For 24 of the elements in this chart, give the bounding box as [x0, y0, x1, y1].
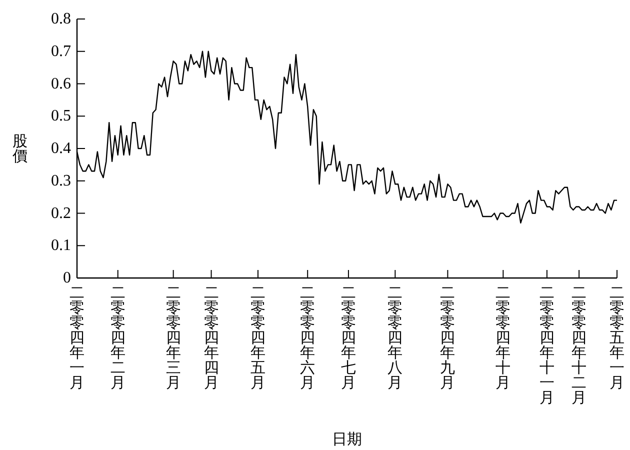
y-tick-label: 0.1 — [51, 237, 71, 254]
x-tick-label: 二零零四年五月 — [250, 286, 266, 392]
x-tick-label: 二零零四年十二月 — [572, 286, 587, 406]
x-tick-label: 二零零四年三月 — [166, 286, 181, 392]
y-tick-label: 0 — [63, 270, 71, 286]
x-tick-label: 二零零五年一月 — [610, 286, 624, 392]
y-tick-label: 0.7 — [51, 42, 71, 60]
x-tick-label: 二零零四年七月 — [340, 286, 356, 392]
y-axis-title: 股價 — [12, 134, 28, 165]
y-tick-label: 0.6 — [51, 75, 71, 92]
x-tick-label: 二零零四年十月 — [496, 286, 511, 392]
y-tick-label: 0.2 — [51, 204, 71, 222]
y-tick-label: 0.8 — [51, 10, 71, 28]
x-tick-label: 二零零四年九月 — [440, 286, 456, 392]
y-tick-label: 0.3 — [51, 172, 71, 190]
y-tick-label: 0.5 — [51, 108, 71, 125]
y-tick-label: 0.4 — [51, 140, 71, 157]
x-tick-label: 二零零四年六月 — [300, 286, 316, 392]
x-tick-label: 二零零四年八月 — [388, 286, 403, 392]
x-tick-label: 二零零四年一月 — [70, 286, 84, 392]
x-axis-title: 日期 — [332, 431, 362, 448]
x-tick-label: 二零零四年十一月 — [539, 286, 554, 406]
x-tick-label: 二零零四年二月 — [110, 286, 126, 392]
x-tick-label: 二零零四年四月 — [204, 286, 219, 392]
